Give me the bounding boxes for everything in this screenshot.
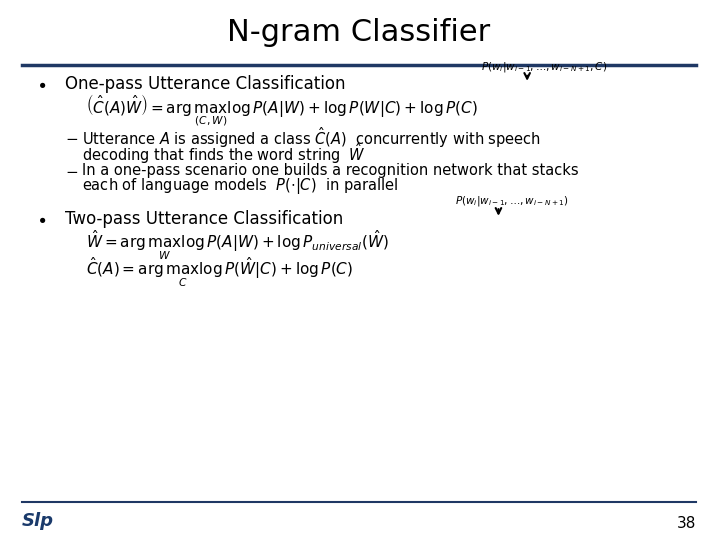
Text: $\left(\hat{C}(A)\hat{W}\right)= \arg\max_{(C,W)} \log P(A|W) + \log P(W|C) + \l: $\left(\hat{C}(A)\hat{W}\right)= \arg\ma… bbox=[86, 93, 477, 129]
Text: $\hat{W} = \arg\max_{W} \log P(A|W) + \log P_{universal}(\hat{W})$: $\hat{W} = \arg\max_{W} \log P(A|W) + \l… bbox=[86, 229, 389, 262]
Text: $-$: $-$ bbox=[65, 130, 78, 145]
Text: Utterance $A$ is assigned a class $\hat{C}(A)$  concurrently with speech: Utterance $A$ is assigned a class $\hat{… bbox=[83, 125, 541, 150]
Text: $\bullet$: $\bullet$ bbox=[36, 75, 46, 93]
Text: In a one-pass scenario one builds a recognition network that stacks: In a one-pass scenario one builds a reco… bbox=[83, 163, 579, 178]
Text: Two-pass Utterance Classification: Two-pass Utterance Classification bbox=[65, 210, 343, 228]
Text: $-$: $-$ bbox=[65, 163, 78, 178]
Text: $P(w_i|w_{i-1},\ldots,w_{i-N+1})$: $P(w_i|w_{i-1},\ldots,w_{i-N+1})$ bbox=[456, 194, 570, 208]
Text: One-pass Utterance Classification: One-pass Utterance Classification bbox=[65, 75, 345, 93]
Text: $\hat{C}(A) = \arg\max_{C} \log P(\hat{W}|C) + \log P(C)$: $\hat{C}(A) = \arg\max_{C} \log P(\hat{W… bbox=[86, 256, 354, 289]
Text: $P(w_i|w_{i-1},\ldots,w_{i-N+1},C)$: $P(w_i|w_{i-1},\ldots,w_{i-N+1},C)$ bbox=[480, 60, 607, 75]
Text: 38: 38 bbox=[676, 516, 696, 531]
Text: $\bullet$: $\bullet$ bbox=[36, 210, 46, 228]
Text: N-gram Classifier: N-gram Classifier bbox=[227, 18, 490, 47]
Text: each of language models  $P(\cdot|C)$  in parallel: each of language models $P(\cdot|C)$ in … bbox=[83, 176, 399, 197]
Text: decoding that finds the word string  $\hat{W}$: decoding that finds the word string $\ha… bbox=[83, 141, 366, 166]
Text: Slp: Slp bbox=[22, 512, 53, 530]
